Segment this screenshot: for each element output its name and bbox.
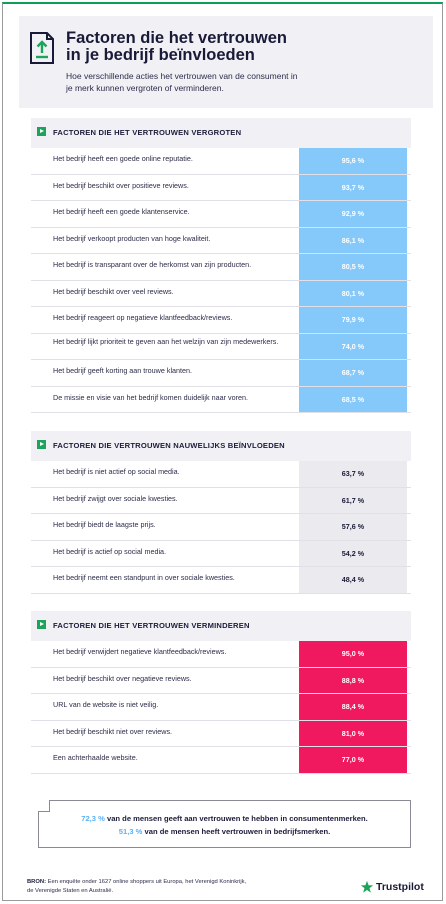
title-line: in je bedrijf beïnvloeden bbox=[66, 46, 255, 64]
table-row: Het bedrijf beschikt niet over reviews. 8… bbox=[31, 720, 411, 747]
table-row: De missie en visie van het bedrijf komen… bbox=[31, 386, 411, 413]
star-icon bbox=[360, 880, 374, 893]
trustpilot-logo: Trustpilot bbox=[360, 880, 424, 894]
row-text: De missie en visie van het bedrijf komen… bbox=[53, 392, 248, 402]
row-value: 95,0 % bbox=[299, 641, 407, 667]
section-header: FACTOREN DIE VERTROUWEN NAUWELIJKS BEÏNV… bbox=[31, 431, 411, 461]
title-line: Factoren die het vertrouwen bbox=[66, 29, 287, 47]
section-header: FACTOREN DIE HET VERTROUWEN VERMINDEREN bbox=[31, 611, 411, 641]
section-neutral: FACTOREN DIE VERTROUWEN NAUWELIJKS BEÏNV… bbox=[31, 431, 411, 594]
table-row: Het bedrijf is niet actief op social med… bbox=[31, 461, 411, 488]
row-value: 54,2 % bbox=[299, 540, 407, 566]
row-value: 80,5 % bbox=[299, 254, 407, 280]
row-text: Het bedrijf zwijgt over sociale kwesties… bbox=[53, 493, 178, 503]
table-row: Het bedrijf zwijgt over sociale kwesties… bbox=[31, 487, 411, 514]
row-value: 93,7 % bbox=[299, 174, 407, 200]
table-row: Het bedrijf heeft een goede klantenservi… bbox=[31, 201, 411, 228]
row-text: Het bedrijf verkoopt producten van hoge … bbox=[53, 233, 211, 243]
source-label: BRON: bbox=[27, 879, 46, 885]
row-value: 79,9 % bbox=[299, 307, 407, 333]
section-increase: FACTOREN DIE HET VERTROUWEN VERGROTEN He… bbox=[31, 118, 411, 413]
row-value: 95,6 % bbox=[299, 148, 407, 174]
row-text: Het bedrijf beschikt niet over reviews. bbox=[53, 726, 173, 736]
row-text: Het bedrijf biedt de laagste prijs. bbox=[53, 520, 156, 529]
row-text: Het bedrijf beschikt over positieve revi… bbox=[53, 180, 189, 190]
table-row: Het bedrijf is actief op social media. 54… bbox=[31, 540, 411, 567]
page-subtitle: Hoe verschillende acties het vertrouwen … bbox=[66, 70, 366, 94]
table-row: Het bedrijf lijkt prioriteit te geven aa… bbox=[31, 333, 411, 360]
row-value: 63,7 % bbox=[299, 461, 407, 487]
row-text: Het bedrijf heeft een goede klantenservi… bbox=[53, 207, 190, 216]
row-text: Het bedrijf reageert op negatieve klantf… bbox=[53, 313, 233, 322]
row-value: 92,9 % bbox=[299, 201, 407, 227]
row-value: 48,4 % bbox=[299, 567, 407, 593]
row-text: Het bedrijf is actief op social media. bbox=[53, 546, 167, 556]
row-value: 86,1 % bbox=[299, 227, 407, 253]
row-text: URL van de website is niet veilig. bbox=[53, 700, 159, 709]
row-text: Het bedrijf is niet actief op social med… bbox=[53, 467, 180, 476]
section-label: FACTOREN DIE HET VERTROUWEN VERMINDEREN bbox=[53, 621, 250, 630]
row-value: 88,8 % bbox=[299, 667, 407, 693]
row-text: Het bedrijf lijkt prioriteit te geven aa… bbox=[53, 336, 279, 346]
row-value: 88,4 % bbox=[299, 694, 407, 720]
header-panel: Factoren die het vertrouwen in je bedrij… bbox=[19, 16, 433, 108]
folded-corner bbox=[38, 800, 50, 812]
row-text: Het bedrijf beschikt over negatieve revi… bbox=[53, 673, 192, 683]
section-label: FACTOREN DIE HET VERTROUWEN VERGROTEN bbox=[53, 128, 242, 137]
summary-box: 72,3 % van de mensen geeft aan vertrouwe… bbox=[38, 800, 411, 848]
table-row: Het bedrijf biedt de laagste prijs. 57,6 … bbox=[31, 514, 411, 541]
source-text: Een enquête onder 1627 online shoppers u… bbox=[46, 879, 247, 885]
row-text: Een achterhaalde website. bbox=[53, 753, 138, 762]
row-value: 68,5 % bbox=[299, 386, 407, 412]
summary-line-business: 51,3 % van de mensen heeft vertrouwen in… bbox=[39, 827, 410, 836]
play-icon bbox=[37, 127, 46, 136]
row-text: Het bedrijf is transparant over de herko… bbox=[53, 260, 252, 269]
section-decrease: FACTOREN DIE HET VERTROUWEN VERMINDEREN … bbox=[31, 611, 411, 774]
source-note: BRON: Een enquête onder 1627 online shop… bbox=[27, 878, 327, 896]
source-line: de Verenigde Staten en Australië. bbox=[27, 888, 114, 894]
table-row: Het bedrijf reageert op negatieve klantf… bbox=[31, 307, 411, 334]
table-row: Het bedrijf beschikt over veel reviews. 8… bbox=[31, 280, 411, 307]
row-value: 57,6 % bbox=[299, 514, 407, 540]
table-row: Een achterhaalde website. 77,0 % bbox=[31, 747, 411, 774]
brand-name: Trustpilot bbox=[376, 881, 424, 893]
row-text: Het bedrijf neemt een standpunt in over … bbox=[53, 573, 235, 582]
table-row: Het bedrijf beschikt over negatieve revi… bbox=[31, 667, 411, 694]
document-icon bbox=[30, 32, 54, 64]
source-line: BRON: Een enquête onder 1627 online shop… bbox=[27, 878, 327, 887]
subtitle-line: je merk kunnen vergroten of verminderen. bbox=[66, 83, 224, 93]
summary-text: van de mensen geeft aan vertrouwen te he… bbox=[104, 814, 368, 823]
table-row: URL van de website is niet veilig. 88,4 % bbox=[31, 694, 411, 721]
row-text: Het bedrijf verwijdert negatieve klantfe… bbox=[53, 647, 227, 656]
table-row: Het bedrijf verkoopt producten van hoge … bbox=[31, 227, 411, 254]
table-row: Het bedrijf neemt een standpunt in over … bbox=[31, 567, 411, 594]
row-value: 77,0 % bbox=[299, 747, 407, 773]
row-value: 80,1 % bbox=[299, 280, 407, 306]
row-value: 74,0 % bbox=[299, 333, 407, 359]
row-value: 81,0 % bbox=[299, 720, 407, 746]
section-header: FACTOREN DIE HET VERTROUWEN VERGROTEN bbox=[31, 118, 411, 148]
page-title: Factoren die het vertrouwen in je bedrij… bbox=[66, 30, 366, 64]
row-text: Het bedrijf beschikt over veel reviews. bbox=[53, 286, 174, 296]
row-text: Het bedrijf geeft korting aan trouwe kla… bbox=[53, 366, 193, 375]
play-icon bbox=[37, 620, 46, 629]
table-row: Het bedrijf heeft een goede online reput… bbox=[31, 148, 411, 175]
summary-percent: 51,3 % bbox=[118, 827, 143, 836]
summary-text: van de mensen heeft vertrouwen in bedrij… bbox=[142, 827, 331, 836]
table-row: Het bedrijf is transparant over de herko… bbox=[31, 254, 411, 281]
row-text: Het bedrijf heeft een goede online reput… bbox=[53, 154, 193, 163]
summary-percent: 72,3 % bbox=[81, 814, 105, 823]
section-label: FACTOREN DIE VERTROUWEN NAUWELIJKS BEÏNV… bbox=[53, 441, 285, 450]
row-value: 68,7 % bbox=[299, 360, 407, 386]
table-row: Het bedrijf geeft korting aan trouwe kla… bbox=[31, 360, 411, 387]
play-icon bbox=[37, 440, 46, 449]
table-row: Het bedrijf beschikt over positieve revi… bbox=[31, 174, 411, 201]
summary-line-consumer: 72,3 % van de mensen geeft aan vertrouwe… bbox=[39, 814, 410, 823]
row-value: 61,7 % bbox=[299, 487, 407, 513]
subtitle-line: Hoe verschillende acties het vertrouwen … bbox=[66, 71, 298, 81]
table-row: Het bedrijf verwijdert negatieve klantfe… bbox=[31, 641, 411, 668]
